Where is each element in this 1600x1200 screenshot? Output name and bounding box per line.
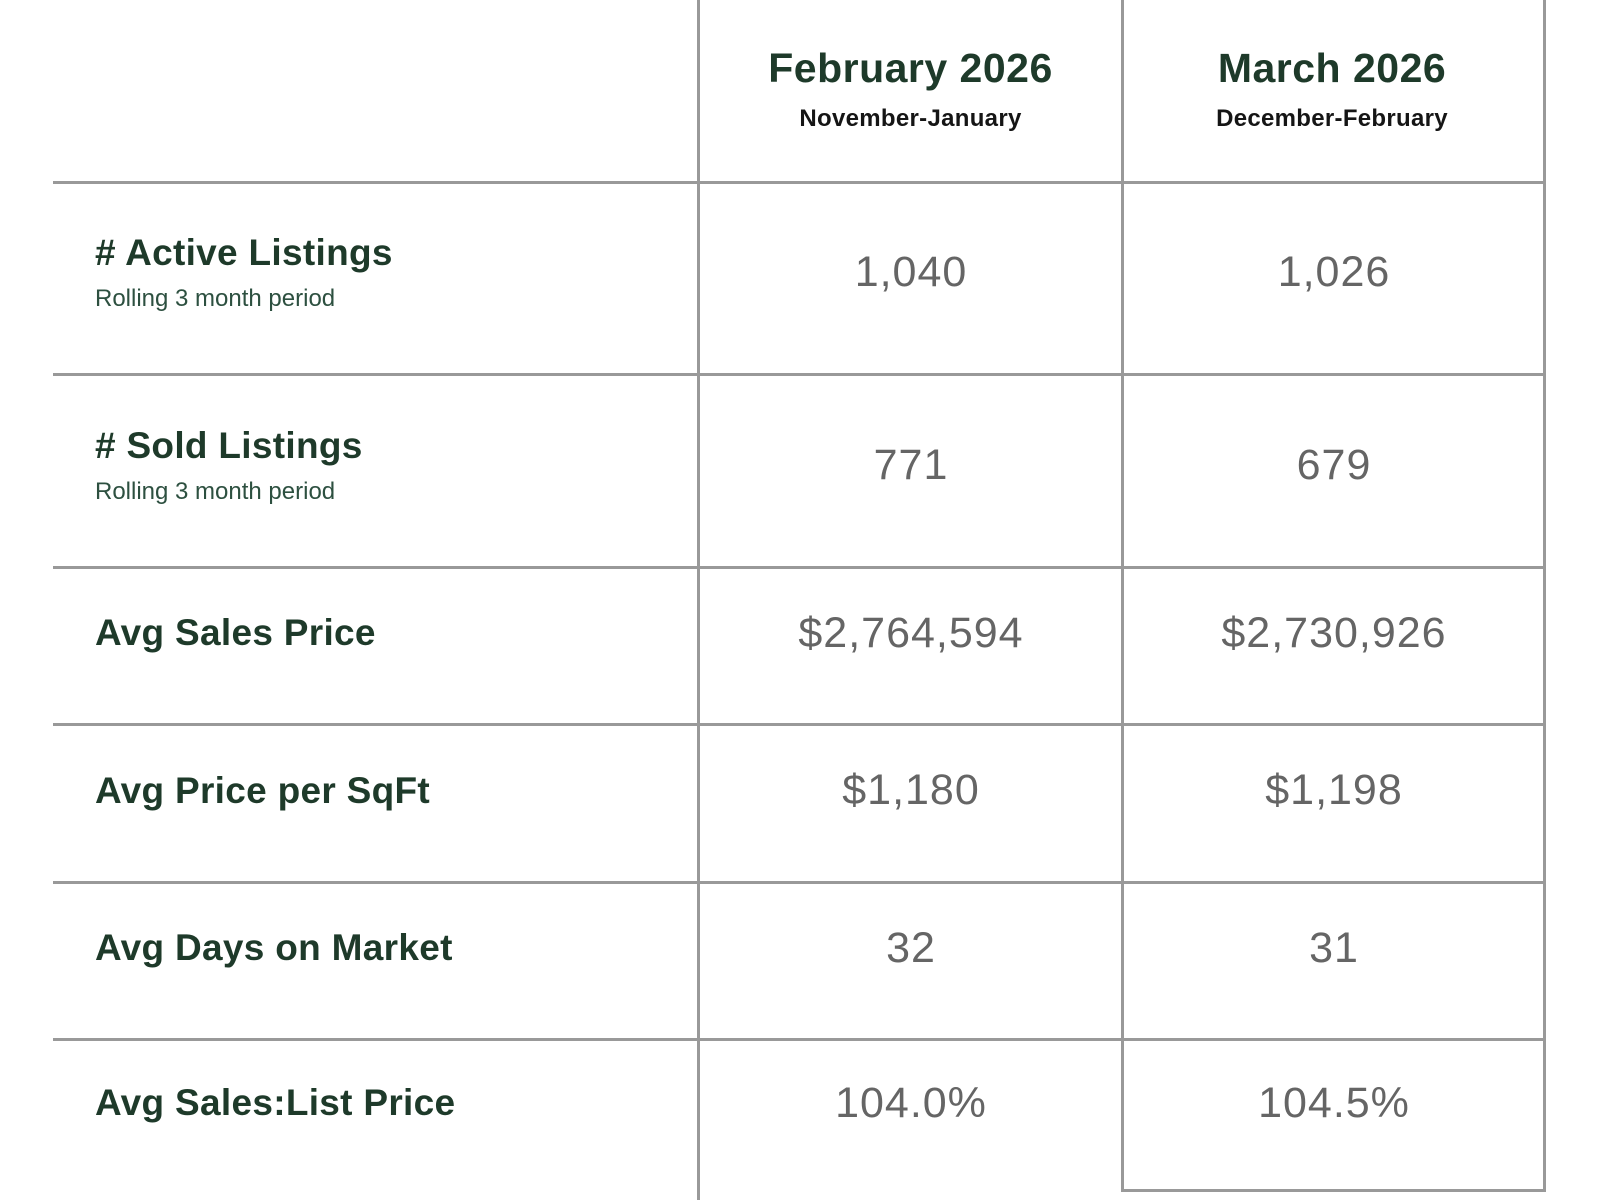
value-cell-february: 104.0%	[699, 1041, 1123, 1191]
value: 679	[1296, 440, 1372, 489]
row-label-cell: Avg Sales:List Price	[53, 1041, 699, 1191]
table-row-active-listings: # Active Listings Rolling 3 month period…	[53, 184, 1545, 373]
row-separator	[53, 373, 1545, 376]
value-cell-march: 31	[1123, 884, 1545, 1038]
value-cell-february: 771	[699, 376, 1123, 566]
value: $1,198	[1265, 766, 1403, 814]
value: $1,180	[842, 766, 980, 814]
row-separator	[53, 1038, 1545, 1041]
value: 31	[1309, 923, 1359, 972]
row-label: # Sold Listings	[95, 424, 363, 466]
value: $2,764,594	[798, 608, 1024, 657]
value: 1,040	[854, 248, 968, 296]
row-label-cell: Avg Sales Price	[53, 569, 699, 723]
value: 771	[873, 440, 949, 489]
march-column-bottom-border	[1121, 1189, 1546, 1192]
table-row-avg-sales-price: Avg Sales Price $2,764,594 $2,730,926	[53, 569, 1545, 723]
value: 32	[886, 923, 936, 972]
table-row-sold-listings: # Sold Listings Rolling 3 month period 7…	[53, 376, 1545, 566]
value-cell-march: 679	[1123, 376, 1545, 566]
value-cell-march: 1,026	[1123, 184, 1545, 373]
value: $2,730,926	[1221, 608, 1447, 657]
column-header-march: March 2026 December-February	[1121, 0, 1543, 181]
row-label: # Active Listings	[95, 232, 393, 273]
column-subtitle: December-February	[1216, 104, 1448, 132]
value-cell-march: 104.5%	[1123, 1041, 1545, 1191]
value-cell-february: 32	[699, 884, 1123, 1038]
value-cell-february: $1,180	[699, 726, 1123, 881]
table-row-avg-price-per-sqft: Avg Price per SqFt $1,180 $1,198	[53, 726, 1545, 881]
row-label: Avg Sales Price	[95, 612, 376, 653]
column-headers: February 2026 November-January March 202…	[700, 0, 1543, 181]
row-label-cell: # Sold Listings Rolling 3 month period	[53, 376, 699, 566]
row-label-cell: Avg Days on Market	[53, 884, 699, 1038]
value: 104.5%	[1258, 1078, 1410, 1127]
row-separator	[53, 181, 1545, 184]
row-label: Avg Price per SqFt	[95, 769, 431, 811]
row-separator	[53, 566, 1545, 569]
column-subtitle: November-January	[799, 104, 1022, 132]
value: 104.0%	[835, 1078, 987, 1127]
divider-march-right	[1543, 0, 1546, 1192]
row-label: Avg Sales:List Price	[95, 1082, 456, 1123]
value-cell-march: $1,198	[1123, 726, 1545, 881]
table-row-avg-sales-list-price: Avg Sales:List Price 104.0% 104.5%	[53, 1041, 1545, 1191]
row-sublabel: Rolling 3 month period	[95, 285, 336, 312]
column-title: February 2026	[768, 44, 1053, 91]
column-header-february: February 2026 November-January	[700, 0, 1121, 181]
row-label-cell: # Active Listings Rolling 3 month period	[53, 184, 699, 373]
row-separator	[53, 723, 1545, 726]
divider-label-february	[697, 0, 700, 1200]
row-separator	[53, 881, 1545, 884]
row-label: Avg Days on Market	[95, 927, 453, 968]
column-title: March 2026	[1217, 44, 1447, 91]
row-label-cell: Avg Price per SqFt	[53, 726, 699, 881]
value-cell-march: $2,730,926	[1123, 569, 1545, 723]
value-cell-february: $2,764,594	[699, 569, 1123, 723]
value: 1,026	[1277, 248, 1391, 296]
table-row-avg-days-on-market: Avg Days on Market 32 31	[53, 884, 1545, 1038]
row-sublabel: Rolling 3 month period	[95, 477, 336, 505]
divider-february-march	[1121, 0, 1124, 1192]
value-cell-february: 1,040	[699, 184, 1123, 373]
